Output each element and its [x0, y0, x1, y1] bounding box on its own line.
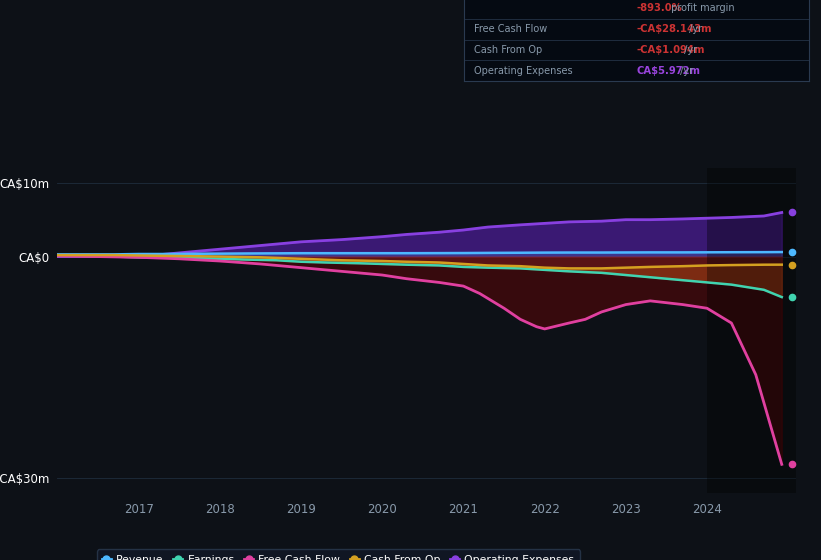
Text: Free Cash Flow: Free Cash Flow — [475, 24, 548, 34]
Text: profit margin: profit margin — [667, 3, 734, 13]
Text: Cash From Op: Cash From Op — [475, 45, 543, 55]
Text: -CA$1.094m: -CA$1.094m — [636, 45, 704, 55]
Bar — [707, 168, 796, 493]
Text: CA$5.972m: CA$5.972m — [636, 66, 700, 76]
Text: /yr: /yr — [681, 45, 697, 55]
Text: /yr: /yr — [677, 66, 693, 76]
Text: /yr: /yr — [686, 24, 702, 34]
Text: Operating Expenses: Operating Expenses — [475, 66, 573, 76]
Text: -893.0%: -893.0% — [636, 3, 682, 13]
Legend: Revenue, Earnings, Free Cash Flow, Cash From Op, Operating Expenses: Revenue, Earnings, Free Cash Flow, Cash … — [97, 549, 580, 560]
Text: -CA$28.143m: -CA$28.143m — [636, 24, 712, 34]
